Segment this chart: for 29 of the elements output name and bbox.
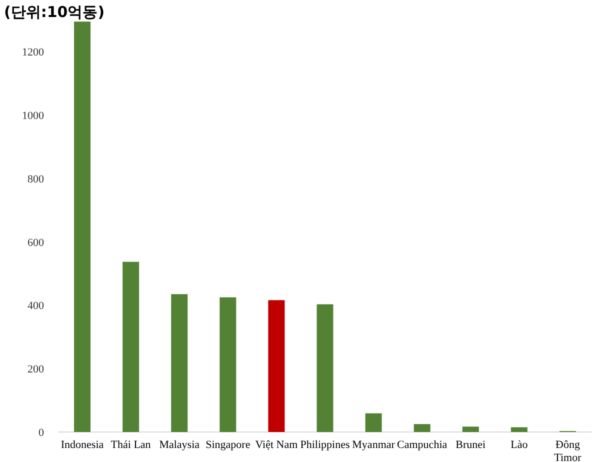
y-tick-label: 0 xyxy=(38,427,44,439)
x-tick-label: Thái Lan xyxy=(110,439,152,451)
y-tick-label: 200 xyxy=(28,364,44,376)
x-tick-label: Singapore xyxy=(206,439,250,451)
x-tick-label: Myanmar xyxy=(352,439,396,451)
x-tick-label: Philippines xyxy=(300,439,350,451)
bar xyxy=(268,300,285,432)
chart-title: (단위:10억동) xyxy=(4,3,105,21)
x-tick-label: Brunei xyxy=(456,439,486,451)
x-tick-label: Campuchia xyxy=(397,439,448,451)
bar xyxy=(74,22,91,432)
x-tick-label: Lào xyxy=(510,439,528,451)
bar xyxy=(462,426,479,432)
bar xyxy=(220,297,236,432)
y-tick-label: 800 xyxy=(28,173,44,186)
bar xyxy=(510,427,528,432)
y-tick-label: 600 xyxy=(28,236,44,249)
x-tick-label: Malaysia xyxy=(159,439,200,451)
y-tick-label: 1000 xyxy=(22,110,44,122)
x-tick-label: Indonesia xyxy=(60,439,104,451)
y-tick-label: 400 xyxy=(28,300,44,312)
bar xyxy=(365,413,382,432)
y-tick-label: 1200 xyxy=(22,46,44,59)
bar xyxy=(414,424,430,432)
x-tick-label: Việt Nam xyxy=(255,439,298,451)
x-tick-label: Đông Timor xyxy=(554,439,582,462)
bar xyxy=(122,262,140,432)
bar xyxy=(316,304,334,432)
bar xyxy=(171,294,188,432)
